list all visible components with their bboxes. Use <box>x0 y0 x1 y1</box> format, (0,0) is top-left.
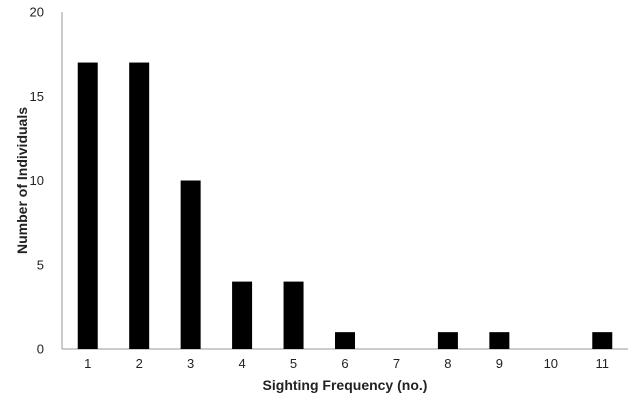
bar-6 <box>335 332 355 349</box>
bar-1 <box>77 62 98 350</box>
x-tick-label-8: 8 <box>444 356 451 371</box>
y-tick-label-15: 15 <box>30 89 44 104</box>
x-tick-label-2: 2 <box>136 356 143 371</box>
x-axis-title: Sighting Frequency (no.) <box>263 377 428 393</box>
bar-9 <box>489 332 510 349</box>
y-tick-labels: 0 5 10 15 20 <box>30 5 44 357</box>
bar-5 <box>283 281 304 349</box>
x-tick-label-11: 11 <box>596 356 610 371</box>
bar-group <box>77 62 613 350</box>
y-tick-label-0: 0 <box>37 342 44 357</box>
y-tick-label-5: 5 <box>37 257 44 272</box>
bar-11 <box>592 332 613 349</box>
y-axis-title: Number of Individuals <box>14 107 30 254</box>
x-tick-label-3: 3 <box>187 356 194 371</box>
x-tick-label-7: 7 <box>393 356 400 371</box>
x-tick-label-9: 9 <box>496 356 503 371</box>
bar-2 <box>129 62 150 350</box>
x-tick-label-5: 5 <box>290 356 297 371</box>
bar-4 <box>232 281 253 349</box>
x-tick-label-1: 1 <box>84 356 91 371</box>
y-tick-label-20: 20 <box>30 5 44 20</box>
x-tick-label-6: 6 <box>341 356 348 371</box>
x-tick-label-10: 10 <box>544 356 558 371</box>
x-tick-labels: 1 2 3 4 5 6 7 8 9 10 11 <box>84 356 609 371</box>
x-tick-label-4: 4 <box>238 356 245 371</box>
bar-8 <box>437 332 458 349</box>
bar-3 <box>180 180 201 349</box>
plot-area: 0 5 10 15 20 1 2 3 4 5 6 7 8 9 10 11 <box>30 5 628 371</box>
y-tick-label-10: 10 <box>30 173 44 188</box>
